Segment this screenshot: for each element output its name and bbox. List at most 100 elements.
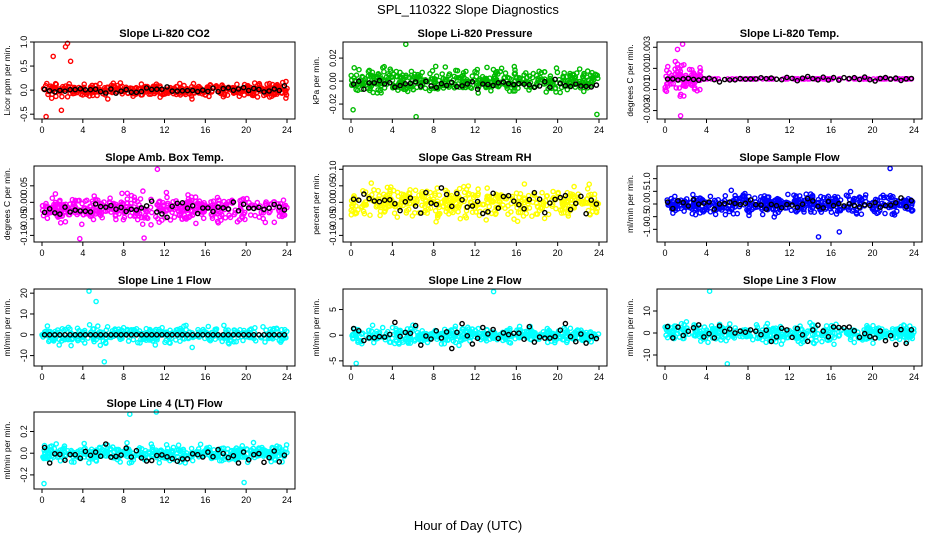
sample-point <box>256 445 263 452</box>
sample-point <box>148 209 155 216</box>
sample-point <box>692 211 699 218</box>
mean-point <box>846 200 853 207</box>
mean-point <box>52 450 58 457</box>
mean-point <box>143 458 150 464</box>
mean-point <box>562 82 569 89</box>
mean-point <box>245 87 252 94</box>
sample-point <box>120 324 127 331</box>
mean-point <box>57 331 63 338</box>
sample-point <box>560 74 567 81</box>
mean-point <box>103 331 109 338</box>
sample-point <box>375 87 381 93</box>
mean-point <box>479 210 486 217</box>
outlier-point <box>154 166 161 173</box>
sample-point <box>554 69 561 76</box>
y-tick-label: 0 <box>328 333 338 338</box>
mean-point <box>893 199 899 206</box>
y-tick-label: 20 <box>19 288 29 298</box>
x-tick-label: 16 <box>826 372 836 382</box>
sample-point <box>355 337 362 344</box>
mean-point <box>371 334 378 341</box>
mean-point <box>898 77 904 84</box>
mean-point <box>108 86 114 92</box>
sample-point <box>553 65 560 71</box>
mean-point <box>199 87 206 93</box>
mean-point <box>245 205 252 211</box>
sample-point <box>716 203 723 210</box>
y-tick-label: 10 <box>642 306 652 316</box>
y-tick-label: 0 <box>19 332 29 337</box>
mean-point <box>794 77 801 84</box>
sample-point <box>162 339 168 346</box>
sample-point <box>805 76 811 82</box>
mean-point <box>830 74 837 81</box>
mean-point <box>820 328 827 334</box>
mean-point <box>118 331 124 338</box>
mean-point <box>758 202 764 208</box>
mean-point <box>531 84 538 91</box>
sample-point <box>408 336 415 343</box>
sample-point <box>443 208 450 215</box>
mean-point <box>133 447 140 454</box>
mean-point <box>159 86 165 92</box>
x-tick-label: 8 <box>431 125 436 135</box>
sample-point <box>665 202 671 208</box>
mean-point <box>118 204 124 211</box>
sample-point <box>252 337 259 344</box>
sample-point <box>593 209 600 216</box>
outlier-point <box>93 298 99 305</box>
sample-point <box>124 200 131 206</box>
mean-point <box>573 81 579 87</box>
mean-point <box>753 76 759 82</box>
mean-point <box>763 327 770 334</box>
mean-point <box>732 330 738 336</box>
y-tick-label: 0.2 <box>19 425 29 438</box>
y-tick-label: 0.05 <box>19 177 29 195</box>
panel-title: Slope Line 2 Flow <box>429 275 522 287</box>
mean-point <box>153 331 160 338</box>
sample-point <box>433 218 439 225</box>
sample-point <box>377 212 383 219</box>
mean-point <box>276 204 283 210</box>
mean-point <box>46 460 53 466</box>
sample-point <box>697 68 704 74</box>
sample-point <box>69 196 76 203</box>
sample-point <box>763 339 769 346</box>
sample-point <box>140 188 146 194</box>
mean-point <box>903 203 910 210</box>
mean-point <box>747 197 754 203</box>
mean-point <box>220 205 226 211</box>
x-tick-label: 20 <box>867 248 877 258</box>
sample-point <box>278 326 285 333</box>
sample-point <box>858 211 865 217</box>
sample-point <box>820 202 826 208</box>
outlier-point <box>677 113 684 119</box>
sample-point <box>81 440 87 447</box>
mean-point <box>423 78 429 85</box>
y-tick-label: 0.003 <box>642 36 652 59</box>
mean-point <box>235 86 242 92</box>
sample-point <box>170 444 177 451</box>
x-tick-label: 20 <box>553 372 563 382</box>
mean-point <box>500 330 507 336</box>
sample-point <box>550 188 556 195</box>
sample-point <box>427 205 434 211</box>
sample-point <box>521 181 528 187</box>
sample-point <box>472 327 479 334</box>
mean-point <box>230 452 237 459</box>
sample-point <box>394 214 401 220</box>
mean-point <box>664 199 671 205</box>
sample-point <box>236 93 243 100</box>
figure-title: SPL_110322 Slope Diagnostics <box>377 2 559 17</box>
sample-point <box>176 80 183 87</box>
outlier-point <box>674 46 681 53</box>
y-axis-label: ml/min per min. <box>311 298 321 356</box>
mean-point <box>62 331 68 338</box>
y-tick-label: 0 <box>642 330 652 335</box>
sample-point <box>107 445 114 452</box>
sample-point <box>902 198 909 204</box>
sample-point <box>138 92 144 98</box>
sample-point <box>216 457 223 464</box>
